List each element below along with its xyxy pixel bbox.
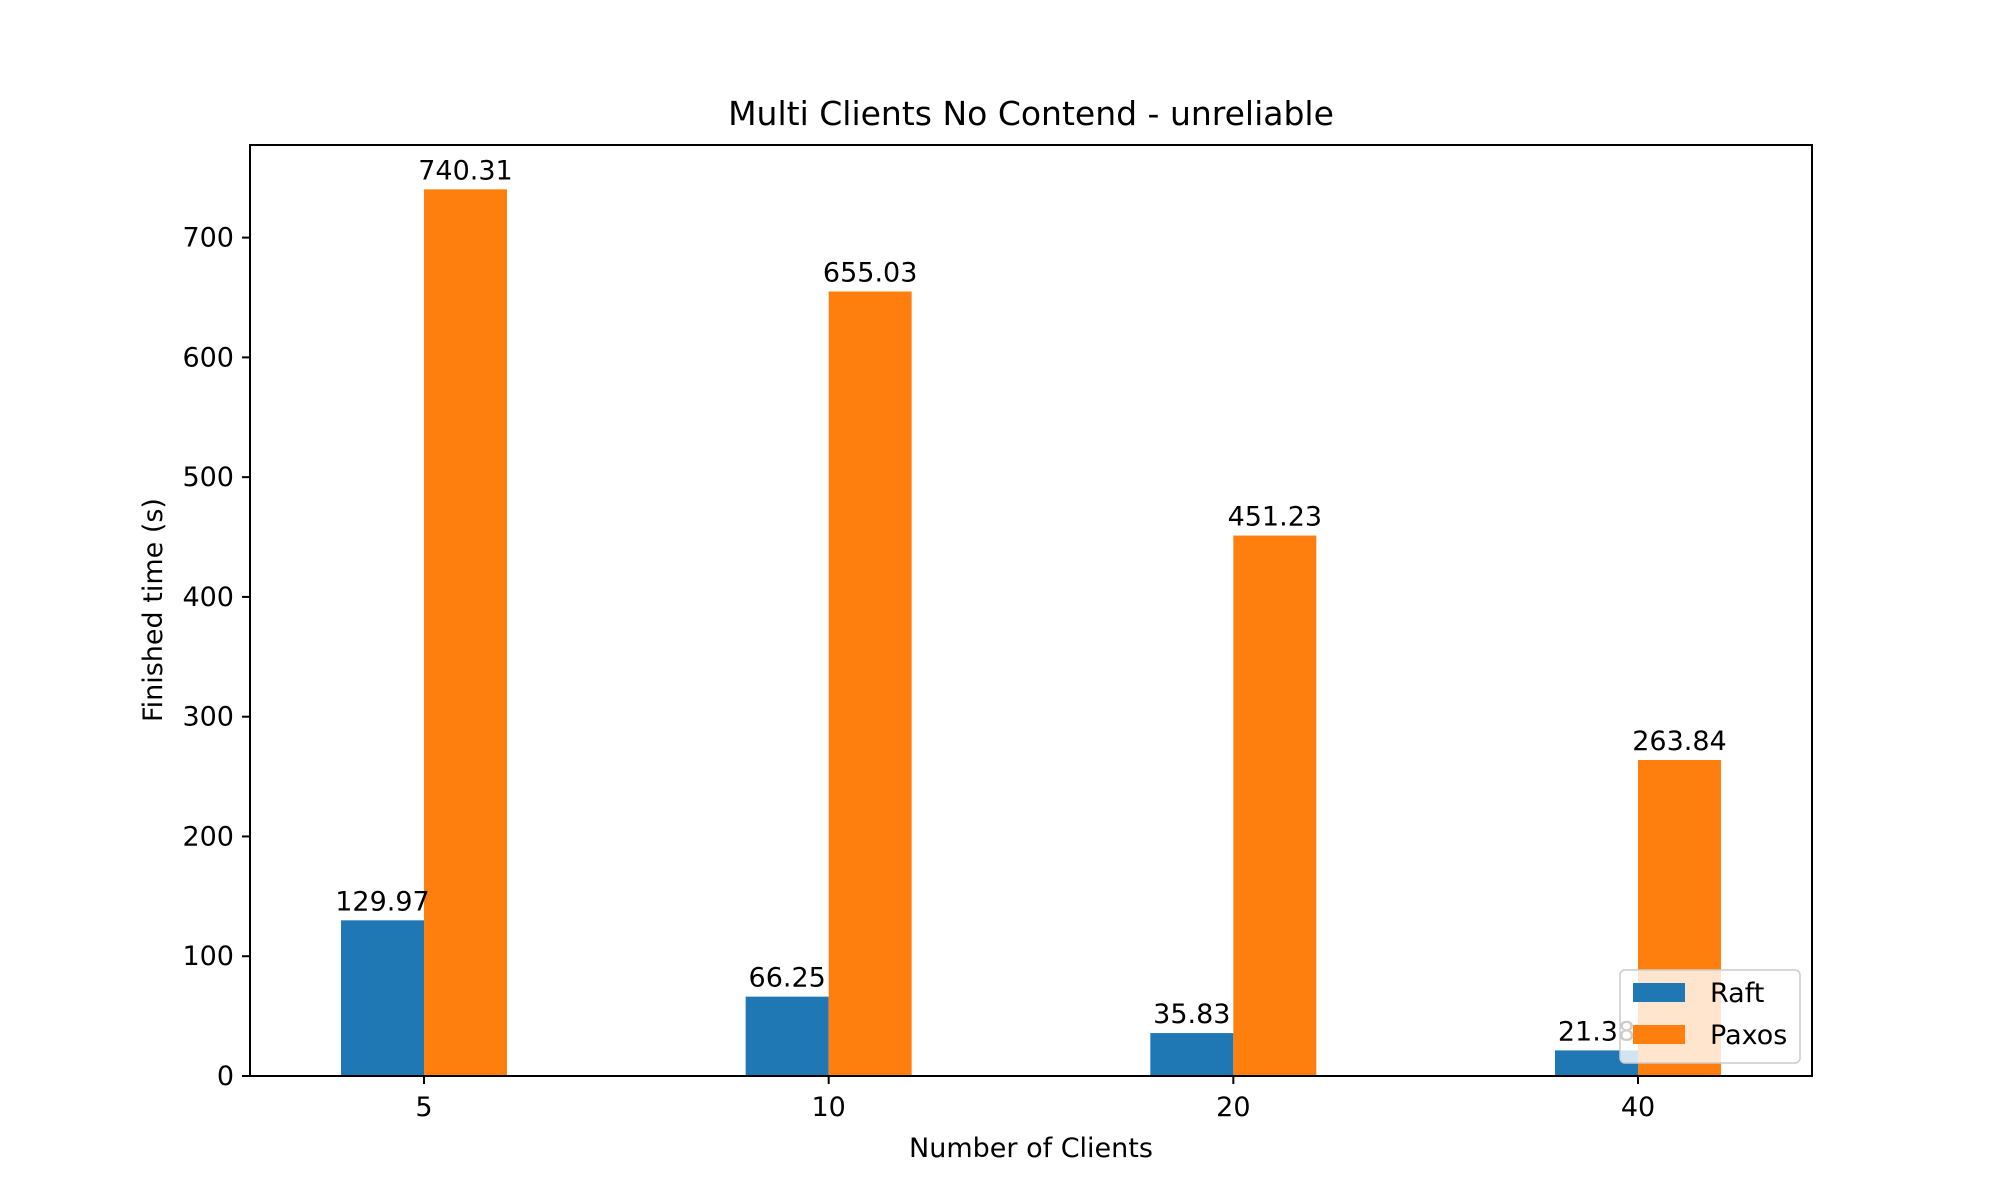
bar-value-label-paxos-40: 263.84 xyxy=(1632,726,1726,757)
bar-raft-20 xyxy=(1150,1033,1234,1076)
bar-paxos-5 xyxy=(424,189,508,1076)
y-tick-label-400: 400 xyxy=(182,582,234,613)
y-tick-label-300: 300 xyxy=(182,702,234,733)
bars-layer xyxy=(341,189,1721,1076)
legend: Raft Paxos xyxy=(1619,969,1801,1064)
y-axis-label: Finished time (s) xyxy=(138,498,169,722)
x-axis-ticks: 5 10 20 40 xyxy=(415,1076,1655,1123)
y-tick-label-100: 100 xyxy=(182,941,234,972)
x-tick-label-40: 40 xyxy=(1621,1092,1655,1123)
y-tick-label-200: 200 xyxy=(182,821,234,852)
bar-raft-5 xyxy=(341,920,425,1076)
legend-swatch-raft xyxy=(1633,983,1685,1002)
bar-value-label-paxos-5: 740.31 xyxy=(418,155,512,186)
legend-label-raft: Raft xyxy=(1710,978,1764,1009)
x-tick-label-10: 10 xyxy=(811,1092,845,1123)
x-tick-label-20: 20 xyxy=(1216,1092,1250,1123)
y-tick-label-700: 700 xyxy=(182,223,234,254)
bar-value-label-paxos-10: 655.03 xyxy=(823,257,917,288)
bar-paxos-10 xyxy=(828,291,912,1076)
x-tick-label-5: 5 xyxy=(415,1092,432,1123)
bar-raft-10 xyxy=(745,996,829,1076)
y-tick-label-500: 500 xyxy=(182,462,234,493)
x-axis-label: Number of Clients xyxy=(909,1133,1153,1164)
bar-value-labels: 129.9766.2535.8321.38740.31655.03451.232… xyxy=(335,155,1726,1047)
bar-value-label-raft-5: 129.97 xyxy=(335,886,429,917)
bar-value-label-raft-20: 35.83 xyxy=(1153,999,1230,1030)
y-tick-label-600: 600 xyxy=(182,342,234,373)
bar-value-label-paxos-20: 451.23 xyxy=(1228,502,1322,533)
bar-paxos-20 xyxy=(1233,535,1317,1076)
bar-value-label-raft-10: 66.25 xyxy=(749,963,826,994)
y-axis-ticks: 0 100 200 300 400 500 600 700 xyxy=(182,223,250,1092)
y-tick-label-0: 0 xyxy=(217,1061,234,1092)
chart-title: Multi Clients No Contend - unreliable xyxy=(728,94,1334,133)
legend-swatch-paxos xyxy=(1633,1025,1685,1044)
legend-label-paxos: Paxos xyxy=(1710,1020,1787,1051)
plot-area-frame xyxy=(249,144,1813,1077)
